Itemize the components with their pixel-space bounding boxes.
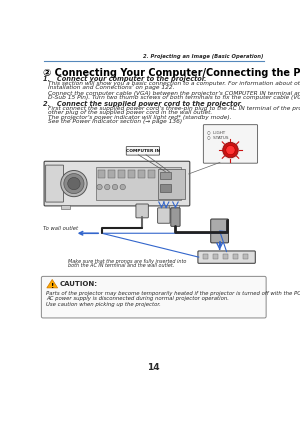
Bar [158, 169, 185, 199]
Text: Connect the computer cable (VGA) between the projector’s COMPUTER IN terminal an: Connect the computer cable (VGA) between… [48, 91, 300, 96]
FancyBboxPatch shape [158, 208, 170, 223]
FancyBboxPatch shape [46, 165, 64, 202]
Text: 2.   Connect the supplied power cord to the projector.: 2. Connect the supplied power cord to th… [43, 101, 242, 107]
Bar [108, 170, 115, 178]
Text: ○  STATUS: ○ STATUS [207, 135, 229, 140]
Circle shape [221, 141, 240, 159]
Bar [61, 205, 70, 209]
Text: CAUTION:: CAUTION: [60, 281, 98, 287]
Circle shape [104, 184, 110, 190]
Circle shape [97, 184, 102, 190]
Text: other plug of the supplied power cord in the wall outlet.: other plug of the supplied power cord in… [48, 110, 213, 115]
FancyBboxPatch shape [41, 276, 266, 318]
Circle shape [68, 177, 80, 190]
Polygon shape [47, 280, 58, 288]
Text: D-Sub 15 Pin). Turn two thumb screws of both terminals to fix the computer cable: D-Sub 15 Pin). Turn two thumb screws of … [48, 95, 300, 100]
Bar [213, 254, 218, 259]
Text: 1.   Connect your computer to the projector.: 1. Connect your computer to the projecto… [43, 75, 206, 82]
Bar [128, 170, 135, 178]
Circle shape [112, 184, 118, 190]
FancyBboxPatch shape [44, 161, 190, 206]
Text: both the AC IN terminal and the wall outlet.: both the AC IN terminal and the wall out… [68, 263, 175, 267]
Bar [98, 170, 105, 178]
Bar [148, 170, 155, 178]
Text: The projector’s power indicator will light red* (standby mode).: The projector’s power indicator will lig… [48, 115, 232, 120]
Text: 2. Projecting an Image (Basic Operation): 2. Projecting an Image (Basic Operation) [143, 54, 264, 59]
FancyBboxPatch shape [171, 208, 180, 226]
Bar [160, 184, 171, 192]
Text: Use caution when picking up the projector.: Use caution when picking up the projecto… [46, 302, 161, 307]
FancyBboxPatch shape [136, 204, 148, 218]
Bar [138, 170, 145, 178]
Bar [202, 254, 208, 259]
FancyBboxPatch shape [211, 219, 229, 243]
Bar [223, 254, 228, 259]
Circle shape [226, 146, 235, 155]
Text: Installation and Connections’ on page 122.: Installation and Connections’ on page 12… [48, 85, 175, 90]
Bar [118, 170, 125, 178]
Text: AC power supply is disconnected during normal projector operation.: AC power supply is disconnected during n… [46, 297, 229, 302]
Text: See the Power Indicator section (→ page 136): See the Power Indicator section (→ page … [48, 119, 182, 124]
Bar [243, 254, 248, 259]
Text: 14: 14 [147, 363, 160, 372]
Circle shape [223, 143, 238, 158]
Text: ○  LIGHT: ○ LIGHT [207, 130, 226, 134]
Bar [233, 254, 238, 259]
FancyBboxPatch shape [203, 125, 258, 163]
Text: First connect the supplied power cord’s three-pin plug to the AC IN terminal of : First connect the supplied power cord’s … [48, 106, 300, 111]
Text: COMPUTER IN: COMPUTER IN [126, 149, 160, 153]
Circle shape [64, 173, 84, 194]
FancyBboxPatch shape [198, 251, 255, 263]
Bar [169, 205, 178, 209]
Text: ② Connecting Your Computer/Connecting the Power Cord: ② Connecting Your Computer/Connecting th… [43, 68, 300, 78]
Bar [96, 167, 181, 200]
Text: To wall outlet: To wall outlet [43, 226, 78, 231]
Circle shape [61, 170, 87, 197]
Bar [160, 172, 171, 179]
Text: Make sure that the prongs are fully inserted into: Make sure that the prongs are fully inse… [68, 258, 187, 264]
FancyBboxPatch shape [126, 147, 160, 155]
Text: Parts of the projector may become temporarily heated if the projector is turned : Parts of the projector may become tempor… [46, 291, 300, 296]
Text: This section will show you a basic connection to a computer. For information abo: This section will show you a basic conne… [48, 81, 300, 86]
Circle shape [120, 184, 125, 190]
Text: !: ! [51, 283, 54, 288]
